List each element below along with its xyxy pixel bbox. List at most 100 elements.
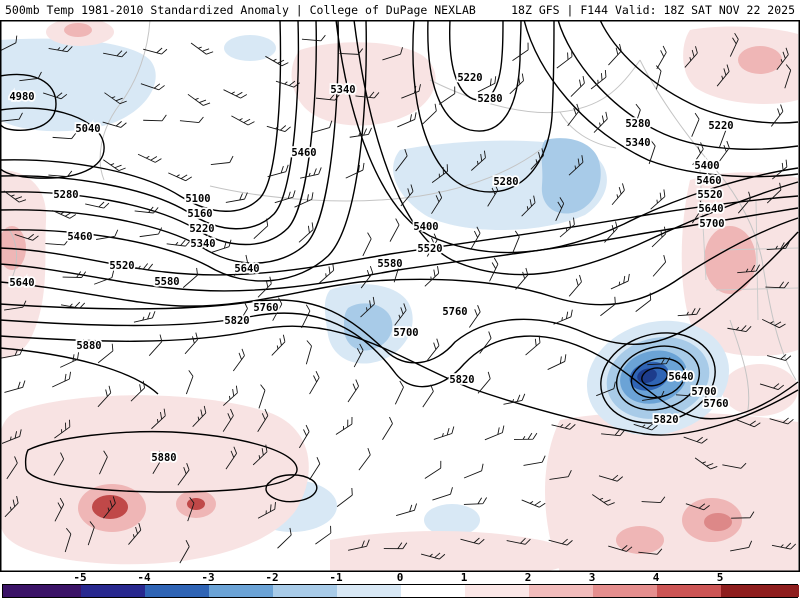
wind-barb <box>608 43 622 66</box>
contour-label: 5700 <box>393 327 418 339</box>
wind-barb <box>635 292 652 312</box>
wind-barb <box>468 305 481 328</box>
wind-barb <box>729 32 739 57</box>
wind-barb <box>737 191 752 214</box>
contour-label: 5760 <box>442 306 467 318</box>
contour-label: 5460 <box>67 231 92 243</box>
wind-barb <box>431 190 443 214</box>
wind-barb <box>0 35 18 52</box>
wind-barb <box>684 46 698 68</box>
wind-barb <box>395 148 408 172</box>
wind-barb <box>656 45 667 70</box>
wind-barb <box>762 318 786 329</box>
wind-barb <box>60 301 86 309</box>
wind-barb <box>651 226 667 248</box>
wind-barb <box>600 296 616 317</box>
wind-barb <box>551 422 576 430</box>
wind-barb <box>512 42 529 61</box>
wind-barb <box>133 311 156 323</box>
wind-barb <box>650 189 666 210</box>
contour-label: 5100 <box>185 193 210 205</box>
wind-barb <box>470 150 486 171</box>
wind-barb <box>134 206 159 214</box>
wind-barb <box>731 511 755 519</box>
wind-barb <box>509 73 524 95</box>
wind-barb <box>140 83 165 91</box>
wind-barb <box>487 183 499 207</box>
wind-barb <box>152 450 164 474</box>
wind-barb <box>179 116 204 124</box>
wind-barb <box>431 164 448 183</box>
wind-barb <box>298 222 314 243</box>
wind-barb <box>187 93 211 106</box>
wind-barb <box>610 273 630 290</box>
colorbar-segment <box>145 585 209 597</box>
colorbar-segment <box>593 585 657 597</box>
wind-barb <box>137 153 162 163</box>
wind-barb <box>85 201 110 209</box>
wind-barb <box>187 497 195 522</box>
contour-label: 5460 <box>696 175 721 187</box>
wind-barb <box>759 383 785 391</box>
wind-barb <box>556 49 573 69</box>
contour-label: 5400 <box>694 160 719 172</box>
wind-barb <box>722 462 747 469</box>
contour-label: 5280 <box>53 189 78 201</box>
height-contours <box>0 20 799 503</box>
wind-barb <box>570 76 585 97</box>
wind-barb <box>769 417 794 425</box>
wind-barb <box>185 370 194 395</box>
wind-barb <box>358 447 371 471</box>
wind-barb <box>568 155 584 176</box>
wind-barb <box>52 210 77 219</box>
wind-barb <box>223 89 248 99</box>
wind-barb <box>54 419 71 439</box>
wind-barb <box>97 385 112 408</box>
wind-barb <box>737 264 761 274</box>
contour-label-layer: 4980 5040 5280 5460 5100 5160 5220 5340 5640 5520… <box>8 70 736 466</box>
wind-barb <box>355 91 380 99</box>
wind-barb <box>553 309 573 325</box>
contour-label: 5460 <box>291 147 316 159</box>
wind-barb <box>104 92 127 105</box>
contour-label: 5820 <box>449 374 474 386</box>
wind-barb <box>253 218 269 240</box>
wind-barb <box>128 523 142 545</box>
wind-barb <box>87 521 95 546</box>
wind-barb <box>784 64 792 89</box>
wind-barb <box>349 127 372 138</box>
wind-barb <box>222 408 234 432</box>
wind-barb <box>611 183 625 206</box>
wind-barb <box>232 348 245 372</box>
wind-barb <box>730 540 753 552</box>
wind-barb <box>4 495 19 518</box>
colorbar-tick-label: 0 <box>396 571 404 584</box>
wind-barb <box>14 233 39 241</box>
wind-barb <box>394 303 407 326</box>
wind-barb <box>426 233 438 257</box>
wind-barb <box>52 132 77 140</box>
wind-barb <box>4 300 27 311</box>
colorbar-tick-label: 4 <box>652 571 660 584</box>
wind-barb <box>460 537 485 545</box>
colorbar-tick-label: 3 <box>588 571 596 584</box>
contour-label: 5400 <box>413 221 438 233</box>
wind-barb <box>60 352 80 368</box>
contour-label: 5640 <box>234 263 259 275</box>
wind-barb <box>294 192 314 208</box>
wind-barb <box>601 429 625 437</box>
wind-barb <box>503 393 526 405</box>
wind-barb <box>718 123 727 148</box>
wind-barb <box>96 229 119 240</box>
wind-barb <box>43 92 68 100</box>
wind-barb <box>394 380 404 405</box>
colorbar-segment <box>3 585 81 597</box>
wind-barb <box>233 254 248 276</box>
contour-label: 5040 <box>75 123 100 135</box>
wind-barb <box>143 114 167 122</box>
wind-barb <box>315 525 332 545</box>
wind-barb <box>347 379 359 403</box>
colorbar-tick-row: -5 -4 -3 -2 -1 0 1 2 3 4 5 <box>0 571 800 584</box>
wind-barb <box>506 537 531 545</box>
wind-barb <box>97 343 114 364</box>
